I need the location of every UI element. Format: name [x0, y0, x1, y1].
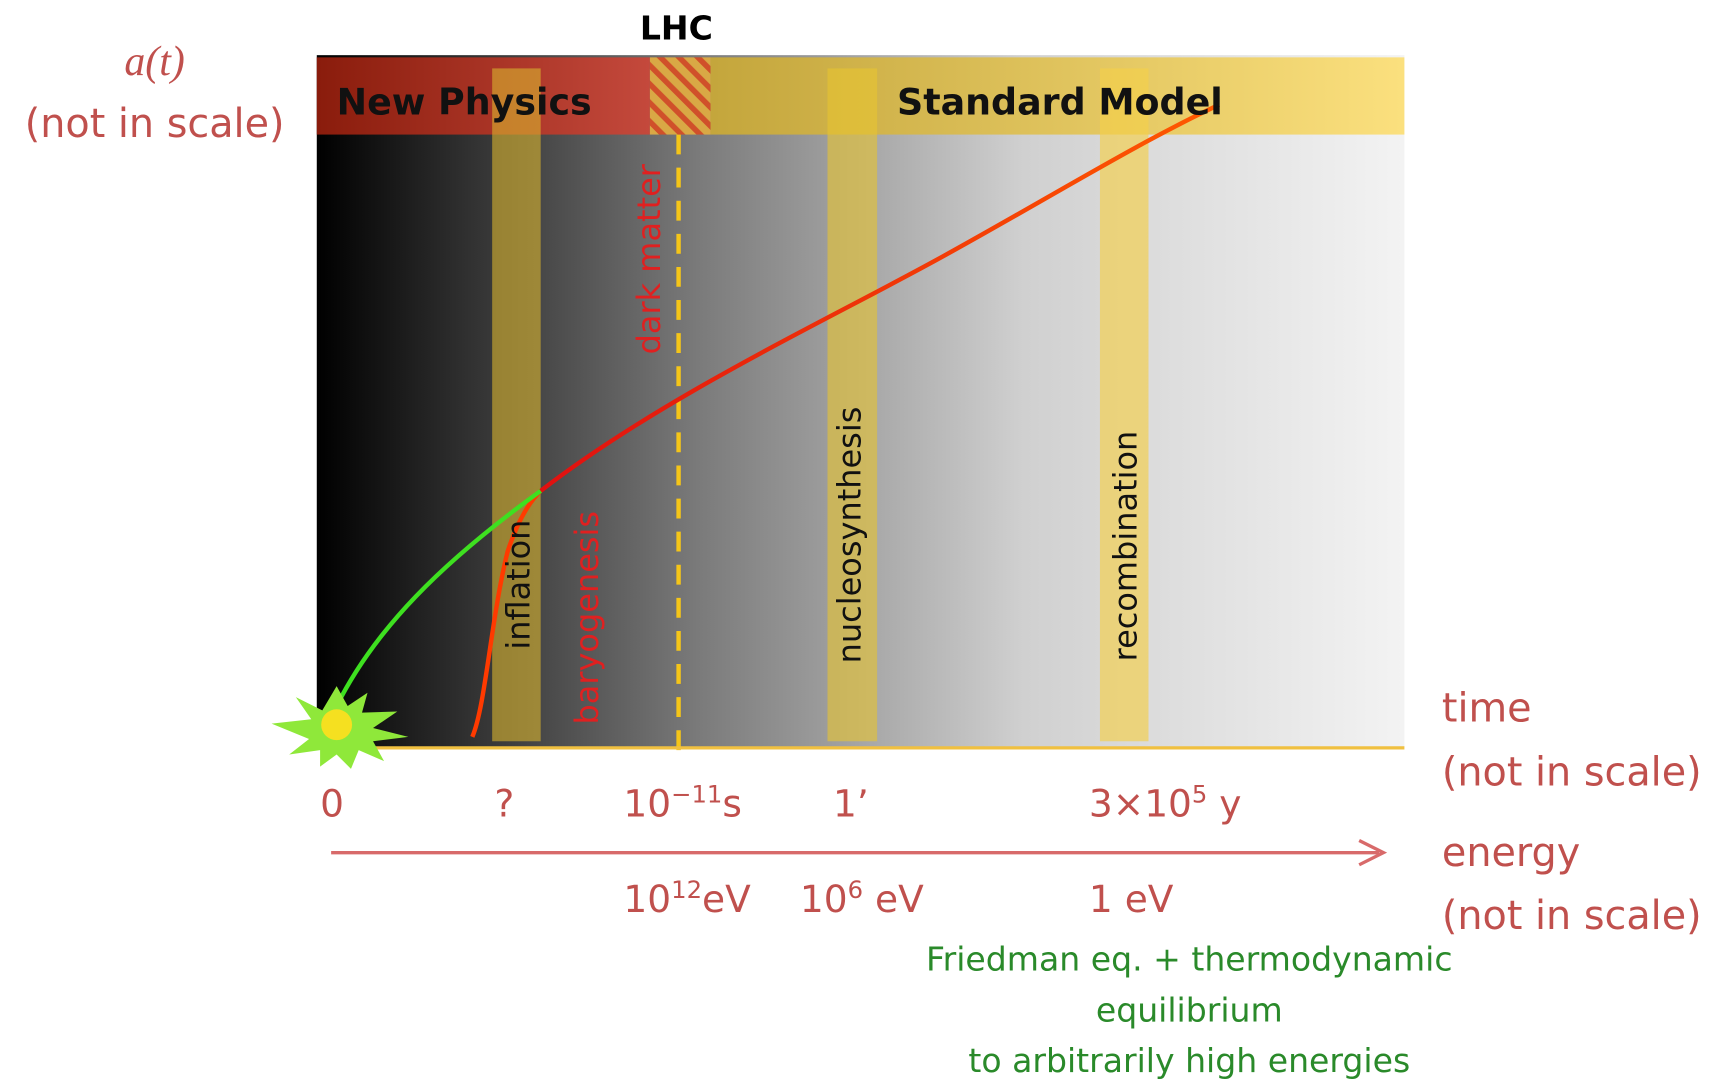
tick-part: 10	[623, 877, 671, 921]
tick-part: 1 eV	[1089, 877, 1174, 921]
tick-part: 12	[671, 875, 702, 904]
tick-label: 1012eV	[623, 875, 751, 922]
y-axis-label: a(t)	[124, 39, 185, 85]
tick-part: 10	[623, 781, 671, 825]
tick-part: 1’	[833, 781, 869, 825]
tick-part: 5	[1192, 779, 1207, 808]
band-label: Standard Model	[897, 81, 1223, 124]
footnote: to arbitrarily high energies	[968, 1041, 1410, 1080]
band-label: New Physics	[337, 81, 592, 124]
tick-label: 106 eV	[800, 875, 924, 922]
tick-part: s	[722, 781, 742, 825]
tick-label: 0	[320, 781, 344, 825]
tick-label: 10−11s	[623, 779, 741, 826]
energy-note: (not in scale)	[1442, 893, 1702, 939]
tick-part: 0	[320, 781, 344, 825]
tick-label: ?	[494, 781, 514, 825]
tick-part: y	[1207, 781, 1241, 825]
big-bang-core	[321, 709, 352, 740]
y-axis-note: (not in scale)	[25, 101, 285, 147]
epoch-label: baryogenesis	[568, 511, 606, 725]
tick-part: 3×10	[1089, 781, 1192, 825]
epoch-label: dark matter	[630, 163, 668, 354]
lhc-label: LHC	[640, 9, 713, 48]
time-note: (not in scale)	[1442, 749, 1702, 795]
energy-label: energy	[1442, 830, 1580, 876]
epoch-label: nucleosynthesis	[831, 407, 869, 664]
tick-label: 1’	[833, 781, 869, 825]
epoch-label: inflation	[500, 520, 538, 650]
lhc-band	[650, 57, 711, 134]
time-label: time	[1442, 685, 1532, 731]
tick-part: eV	[702, 877, 751, 921]
tick-part: 10	[800, 877, 848, 921]
tick-label: 3×105 y	[1089, 779, 1242, 826]
tick-part: −11	[671, 779, 722, 808]
diagram: LHC New Physics Standard Model a(t) (not…	[0, 0, 1730, 1081]
tick-part: 6	[848, 875, 863, 904]
footnote: equilibrium	[1096, 990, 1283, 1029]
tick-part: eV	[863, 877, 924, 921]
footnote: Friedman eq. + thermodynamic	[926, 940, 1453, 979]
tick-label: 1 eV	[1089, 877, 1174, 921]
tick-part: ?	[494, 781, 514, 825]
epoch-label: recombination	[1106, 431, 1144, 662]
